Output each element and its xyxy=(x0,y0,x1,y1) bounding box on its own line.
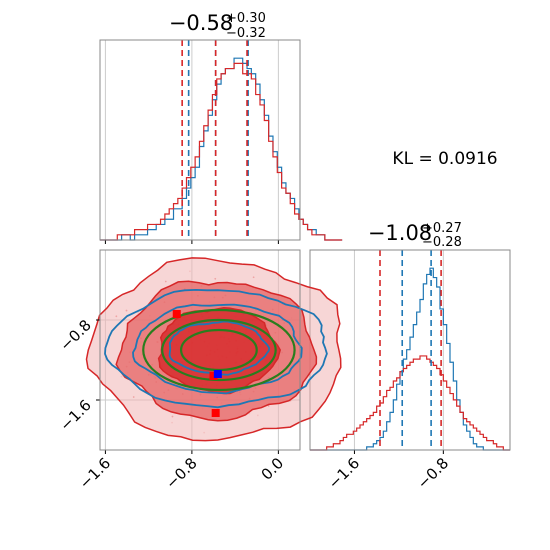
marker-point xyxy=(172,310,181,318)
marginal-histogram-param-1 xyxy=(99,39,343,244)
marker-point xyxy=(211,409,220,417)
quantile-lines xyxy=(181,40,249,240)
contour-series xyxy=(85,257,342,442)
quantile-lines xyxy=(379,250,442,450)
title-value: −0.58 xyxy=(169,11,233,35)
contour-level xyxy=(104,288,328,409)
axes-frame xyxy=(99,39,301,241)
histogram-step xyxy=(100,62,343,241)
histogram-series xyxy=(100,57,343,241)
title-minus: −0.28 xyxy=(422,235,462,250)
point-markers xyxy=(172,310,222,417)
histogram-step xyxy=(310,355,510,451)
kl-divergence-label: KL = 0.0916 xyxy=(392,149,497,169)
title-plus: +0.27 xyxy=(422,221,462,236)
contour-level xyxy=(161,318,277,382)
tick-label: −1.6 xyxy=(56,396,94,434)
grid-lines xyxy=(353,250,444,450)
title-minus: −0.32 xyxy=(226,26,266,41)
tick-label: −0.8 xyxy=(414,454,452,492)
title-value: −1.08 xyxy=(368,221,432,245)
joint-contour-plot xyxy=(85,249,342,454)
grid-lines xyxy=(104,40,279,240)
marginal-histogram-param-2 xyxy=(309,249,511,454)
marker-point xyxy=(213,370,222,378)
title-plus: +0.30 xyxy=(226,11,266,26)
contour-level xyxy=(168,320,271,376)
title-param-1: −0.58 xyxy=(169,11,233,35)
tick-label: −0.8 xyxy=(162,454,200,492)
contour-level xyxy=(142,308,296,392)
tick-label: 0.0 xyxy=(258,454,288,484)
histogram-step xyxy=(100,57,343,241)
title-param-2: −1.08 xyxy=(368,221,432,245)
marker-point xyxy=(209,372,218,380)
tick-marks xyxy=(96,319,279,454)
axes-frame xyxy=(99,249,301,451)
tick-marks xyxy=(353,450,444,454)
tick-marks xyxy=(104,240,279,244)
tick-label: −1.6 xyxy=(76,454,114,492)
tick-label: −1.6 xyxy=(325,454,363,492)
